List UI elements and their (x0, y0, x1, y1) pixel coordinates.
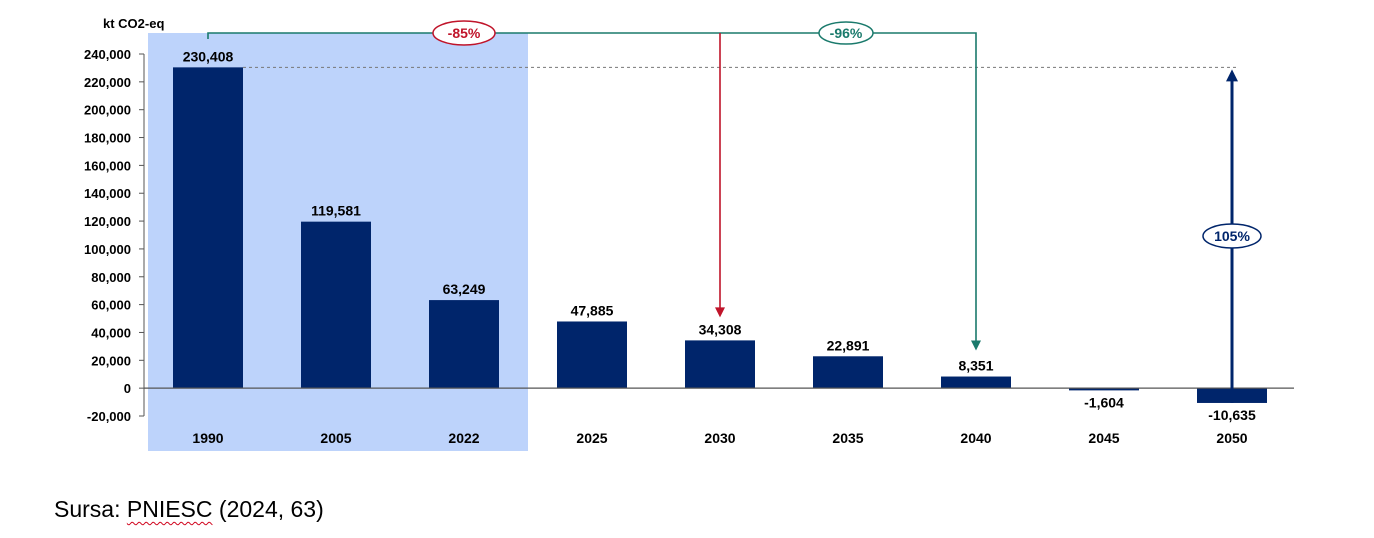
bars (173, 67, 1267, 403)
category-labels: 1990 2005 2022 2025 2030 2035 2040 2045 2050 (192, 430, 1247, 446)
data-label-2035: 22,891 (827, 337, 870, 353)
data-labels: 230,408 119,581 63,249 47,885 34,308 22,891 8,… (183, 48, 1256, 423)
reduction-85-label: -85% (448, 25, 481, 41)
category-label-2030: 2030 (704, 430, 735, 446)
y-tick-label: 240,000 (84, 47, 131, 62)
source-prefix: Sursa: (54, 496, 127, 522)
reduction-96-bracket (207, 32, 977, 349)
y-tick-label: 220,000 (84, 75, 131, 90)
y-tick-label: 200,000 (84, 103, 131, 118)
category-label-1990: 1990 (192, 430, 223, 446)
bar-2040 (941, 376, 1011, 389)
y-tick-label: -20,000 (87, 409, 131, 424)
bar-2045 (1069, 388, 1139, 391)
source-caption: Sursa: PNIESC (2024, 63) (54, 496, 324, 523)
category-label-2005: 2005 (320, 430, 351, 446)
increase-105-arrowhead (1226, 69, 1238, 82)
emissions-bar-chart: -20,000 0 20,000 40,000 60,000 80,000 100,000 1… (84, 16, 1294, 451)
data-label-1990: 230,408 (183, 48, 234, 64)
y-tick-label: 120,000 (84, 214, 131, 229)
data-label-2045: -1,604 (1084, 394, 1124, 410)
category-label-2050: 2050 (1216, 430, 1247, 446)
reduction-85-arrowhead (715, 307, 725, 318)
bar-2022 (429, 300, 499, 389)
source-name: PNIESC (126, 496, 213, 522)
reduction-85-badge (432, 20, 496, 46)
data-label-2050: -10,635 (1208, 407, 1256, 423)
bar-2030 (685, 340, 755, 389)
y-tick-label: 40,000 (91, 325, 131, 340)
increase-105-label: 105% (1214, 228, 1250, 244)
y-tick-label: 180,000 (84, 131, 131, 146)
y-axis-unit-label: kt CO2-eq (103, 16, 164, 31)
data-label-2025: 47,885 (571, 302, 614, 318)
y-axis: -20,000 0 20,000 40,000 60,000 80,000 100,000 1… (84, 47, 145, 424)
y-tick-label: 160,000 (84, 158, 131, 173)
increase-105-badge (1202, 223, 1262, 249)
y-tick-label: 60,000 (91, 298, 131, 313)
y-tick-label: 0 (124, 381, 131, 396)
bar-2025 (557, 321, 627, 389)
category-label-2035: 2035 (832, 430, 863, 446)
category-label-2025: 2025 (576, 430, 607, 446)
data-label-2040: 8,351 (958, 358, 993, 374)
data-label-2005: 119,581 (311, 203, 361, 219)
source-suffix: (2024, 63) (212, 496, 324, 522)
y-tick-label: 140,000 (84, 186, 131, 201)
reduction-annotations: -85% -96% 105% (207, 20, 1262, 403)
y-tick-label: 20,000 (91, 353, 131, 368)
reduction-96-arrowhead (971, 340, 981, 351)
bar-2035 (813, 356, 883, 389)
y-tick-label: 80,000 (91, 270, 131, 285)
bar-2005 (301, 221, 371, 389)
category-label-2045: 2045 (1088, 430, 1119, 446)
category-label-2022: 2022 (448, 430, 479, 446)
data-label-2030: 34,308 (699, 321, 742, 337)
reduction-96-badge (818, 21, 874, 45)
data-label-2022: 63,249 (443, 281, 486, 297)
category-label-2040: 2040 (960, 430, 991, 446)
reduction-96-label: -96% (830, 25, 863, 41)
y-tick-label: 100,000 (84, 242, 131, 257)
bar-1990 (173, 67, 243, 389)
